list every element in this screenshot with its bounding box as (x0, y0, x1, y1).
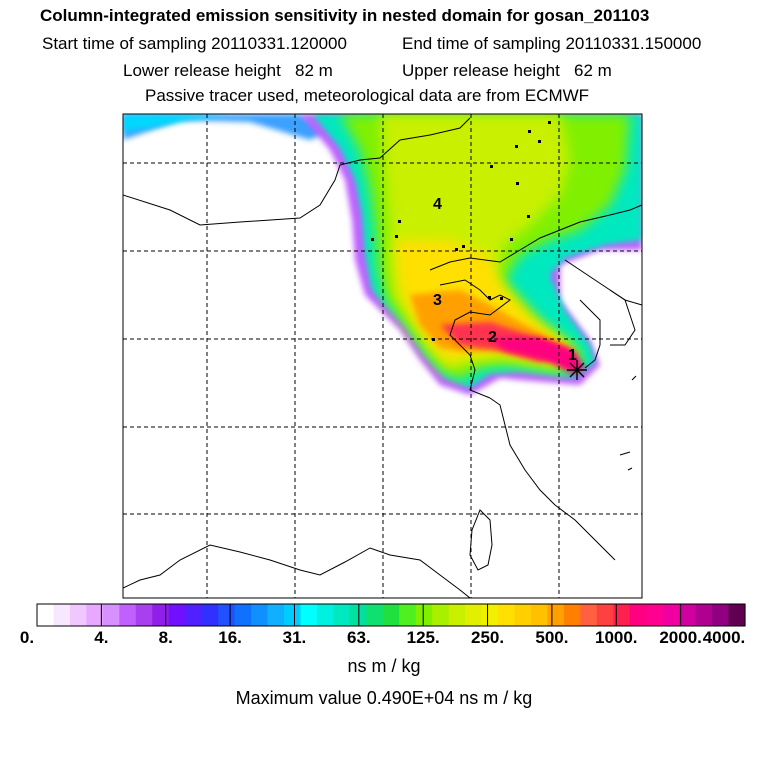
end-time-label: End time of sampling 20110331.150000 (402, 34, 702, 53)
colorbar-swatch (251, 604, 269, 626)
star-icon (567, 360, 587, 380)
colorbar-swatch (152, 604, 170, 626)
colorbar-swatch (629, 604, 647, 626)
tracer-note: Passive tracer used, meteorological data… (145, 86, 590, 105)
colorbar-swatch (580, 604, 598, 626)
colorbar-swatch (366, 604, 384, 626)
plot-title: Column-integrated emission sensitivity i… (40, 6, 650, 25)
colorbar-frame (36, 603, 746, 627)
colorbar-swatch (481, 604, 499, 626)
marker-1: 1 (568, 347, 577, 364)
lat-lon-grid (123, 114, 642, 598)
colorbar-swatch (646, 604, 664, 626)
location-dots (371, 121, 551, 341)
colorbar-swatch (695, 604, 713, 626)
colorbar-swatch (102, 604, 120, 626)
colorbar-swatch (712, 604, 730, 626)
colorbar-swatch (514, 604, 532, 626)
colorbar-swatch (69, 604, 87, 626)
colorbar-swatch (201, 604, 219, 626)
colorbar-tick-label: 0. (19, 628, 35, 647)
colorbar-swatch (316, 604, 334, 626)
upper-height-label: Upper release height 62 m (402, 61, 612, 80)
colorbar-swatch (415, 604, 433, 626)
colorbar-tick-label: 250. (470, 628, 505, 647)
colorbar-swatch (135, 604, 153, 626)
start-time-label: Start time of sampling 20110331.120000 (42, 34, 347, 53)
colorbar-swatch (283, 604, 302, 626)
colorbar-swatch (547, 604, 565, 626)
colorbar-swatch (185, 604, 203, 626)
colorbar-swatch (333, 604, 351, 626)
colorbar-swatch (679, 604, 697, 626)
map-frame (122, 113, 643, 599)
colorbar-swatch (728, 604, 746, 626)
colorbar-swatch (168, 604, 186, 626)
maximum-value-label: Maximum value 0.490E+04 ns m / kg (235, 688, 533, 708)
colorbar-tick-label: 16. (218, 628, 242, 647)
colorbar-tick-label: 125. (406, 628, 440, 647)
colorbar-swatch (448, 604, 466, 626)
colorbar-tick-label: 31. (282, 628, 307, 647)
colorbar-swatch (530, 604, 549, 626)
colorbar-swatch (662, 604, 680, 626)
colorbar-swatch (382, 604, 400, 626)
colorbar (36, 603, 746, 627)
colorbar-tick-label: 8. (158, 628, 173, 647)
marker-4: 4 (433, 196, 442, 213)
colorbar-swatch (465, 604, 483, 626)
colorbar-swatch (399, 604, 417, 626)
colorbar-swatch (86, 604, 104, 626)
marker-2: 2 (488, 329, 497, 346)
colorbar-swatch (498, 604, 516, 626)
colorbar-swatch (596, 604, 614, 626)
colorbar-tick-label: 500. (535, 628, 569, 647)
coastlines (123, 117, 642, 598)
colorbar-swatch (119, 604, 137, 626)
marker-3: 3 (433, 292, 442, 309)
colorbar-swatch (563, 604, 581, 626)
colorbar-tick-label: 1000. (594, 628, 638, 647)
lower-height-label: Lower release height 82 m (123, 61, 333, 80)
colorbar-swatch (432, 604, 450, 626)
colorbar-swatch (267, 604, 285, 626)
colorbar-swatch (300, 604, 318, 626)
colorbar-swatch (218, 604, 236, 626)
colorbar-tick-label: 63. (346, 628, 371, 647)
colorbar-swatch (37, 604, 55, 626)
colorbar-swatch (234, 604, 252, 626)
units-label: ns m / kg (347, 656, 421, 676)
colorbar-swatch (613, 604, 631, 626)
colorbar-tick-label: 2000. (659, 628, 702, 647)
colorbar-swatch (53, 604, 71, 626)
colorbar-tick-label: 4000. (702, 628, 746, 647)
colorbar-tick-label: 4. (94, 628, 109, 647)
